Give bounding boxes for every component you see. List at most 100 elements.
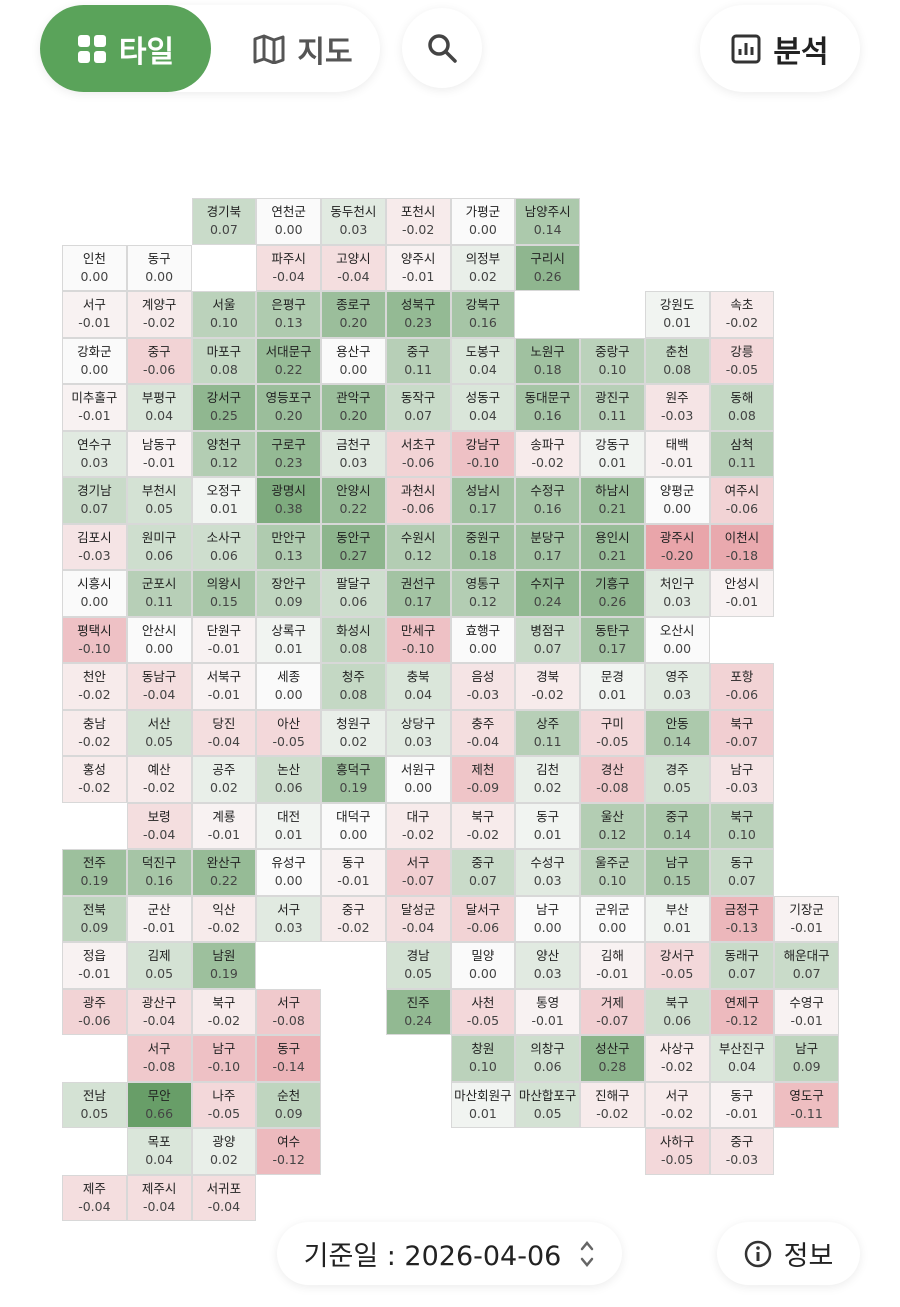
region-tile[interactable]: 연수구 0.03 (62, 430, 127, 477)
region-tile[interactable]: 광주시 -0.20 (644, 523, 710, 570)
region-tile[interactable]: 안동 0.14 (644, 709, 710, 756)
region-tile[interactable]: 소사구 0.06 (191, 523, 257, 570)
region-tile[interactable]: 금천구 0.03 (321, 430, 386, 477)
region-tile[interactable]: 김포시 -0.03 (62, 523, 127, 570)
region-tile[interactable]: 장안구 0.09 (256, 570, 321, 617)
region-tile[interactable]: 거제 -0.07 (580, 988, 645, 1035)
region-tile[interactable]: 사천 -0.05 (450, 988, 516, 1035)
region-tile[interactable]: 광주 -0.06 (62, 988, 127, 1035)
region-tile[interactable]: 오정구 0.01 (191, 477, 257, 524)
region-tile[interactable]: 홍성 -0.02 (62, 756, 127, 803)
region-tile[interactable]: 미추홀구 -0.01 (62, 384, 127, 431)
region-tile[interactable]: 전북 0.09 (62, 895, 127, 942)
region-tile[interactable]: 영통구 0.12 (450, 570, 516, 617)
region-tile[interactable]: 세종 0.00 (256, 663, 321, 710)
region-tile[interactable]: 달성군 -0.04 (385, 895, 451, 942)
region-tile[interactable]: 덕진구 0.16 (126, 849, 192, 896)
region-tile[interactable]: 종로구 0.20 (321, 291, 386, 338)
region-tile[interactable]: 상록구 0.01 (256, 616, 321, 663)
region-tile[interactable]: 가평군 0.00 (450, 198, 516, 245)
region-tile[interactable]: 은평구 0.13 (256, 291, 321, 338)
region-tile[interactable]: 북구 0.10 (709, 802, 775, 849)
region-tile[interactable]: 제주시 -0.04 (126, 1174, 192, 1221)
region-tile[interactable]: 마포구 0.08 (191, 337, 257, 384)
region-tile[interactable]: 서구 -0.01 (62, 291, 127, 338)
region-tile[interactable]: 안성시 -0.01 (709, 570, 775, 617)
region-tile[interactable]: 강화군 0.00 (62, 337, 127, 384)
region-tile[interactable]: 익산 -0.02 (191, 895, 257, 942)
region-tile[interactable]: 대덕구 0.00 (321, 802, 386, 849)
region-tile[interactable]: 강릉 -0.05 (709, 337, 775, 384)
region-tile[interactable]: 동작구 0.07 (385, 384, 451, 431)
region-tile[interactable]: 원미구 0.06 (126, 523, 192, 570)
region-tile[interactable]: 당진 -0.04 (191, 709, 257, 756)
region-tile[interactable]: 의왕시 0.15 (191, 570, 257, 617)
region-tile[interactable]: 금정구 -0.13 (709, 895, 775, 942)
region-tile[interactable]: 마산회원구 0.01 (450, 1081, 516, 1128)
search-button[interactable] (402, 8, 482, 88)
region-tile[interactable]: 양천구 0.12 (191, 430, 257, 477)
region-tile[interactable]: 광양 0.02 (191, 1128, 257, 1175)
region-tile[interactable]: 영도구 -0.11 (774, 1081, 839, 1128)
region-tile[interactable]: 부천시 0.05 (126, 477, 192, 524)
region-tile[interactable]: 김해 -0.01 (580, 942, 645, 989)
region-tile[interactable]: 평택시 -0.10 (62, 616, 127, 663)
region-tile[interactable]: 북구 -0.02 (450, 802, 516, 849)
region-tile[interactable]: 구미 -0.05 (580, 709, 645, 756)
region-tile[interactable]: 효행구 0.00 (450, 616, 516, 663)
region-tile[interactable]: 강서구 0.25 (191, 384, 257, 431)
region-tile[interactable]: 속초 -0.02 (709, 291, 775, 338)
region-tile[interactable]: 태백 -0.01 (644, 430, 710, 477)
region-tile[interactable]: 충남 -0.02 (62, 709, 127, 756)
region-tile[interactable]: 전남 0.05 (62, 1081, 127, 1128)
region-tile[interactable]: 울주군 0.10 (580, 849, 645, 896)
region-tile[interactable]: 관악구 0.20 (321, 384, 386, 431)
region-tile[interactable]: 구로구 0.23 (256, 430, 321, 477)
region-tile[interactable]: 충주 -0.04 (450, 709, 516, 756)
region-tile[interactable]: 서구 -0.08 (126, 1035, 192, 1082)
region-tile[interactable]: 부산 0.01 (644, 895, 710, 942)
region-tile[interactable]: 양산 0.03 (515, 942, 580, 989)
region-tile[interactable]: 북구 -0.02 (191, 988, 257, 1035)
region-tile[interactable]: 중구 0.11 (385, 337, 451, 384)
region-tile[interactable]: 서원구 0.00 (385, 756, 451, 803)
region-tile[interactable]: 상주 0.11 (515, 709, 580, 756)
tile-button[interactable]: 타일 (40, 5, 211, 92)
region-tile[interactable]: 문경 0.01 (580, 663, 645, 710)
region-tile[interactable]: 동구 0.00 (126, 244, 192, 291)
region-tile[interactable]: 남구 -0.03 (709, 756, 775, 803)
region-tile[interactable]: 목포 0.04 (126, 1128, 192, 1175)
region-tile[interactable]: 아산 -0.05 (256, 709, 321, 756)
region-tile[interactable]: 음성 -0.03 (450, 663, 516, 710)
region-tile[interactable]: 충북 0.04 (385, 663, 451, 710)
region-tile[interactable]: 강서구 -0.05 (644, 942, 710, 989)
region-tile[interactable]: 남구 -0.10 (191, 1035, 257, 1082)
region-tile[interactable]: 부평구 0.04 (126, 384, 192, 431)
region-tile[interactable]: 상당구 0.03 (385, 709, 451, 756)
region-tile[interactable]: 중구 -0.02 (321, 895, 386, 942)
region-tile[interactable]: 중원구 0.18 (450, 523, 516, 570)
region-tile[interactable]: 전주 0.19 (62, 849, 127, 896)
region-tile[interactable]: 팔달구 0.06 (321, 570, 386, 617)
region-tile[interactable]: 북구 0.06 (644, 988, 710, 1035)
region-tile[interactable]: 나주 -0.05 (191, 1081, 257, 1128)
region-tile[interactable]: 동구 -0.01 (709, 1081, 775, 1128)
region-tile[interactable]: 중랑구 0.10 (580, 337, 645, 384)
region-tile[interactable]: 영주 0.03 (644, 663, 710, 710)
region-tile[interactable]: 남구 0.00 (515, 895, 580, 942)
region-tile[interactable]: 기흥구 0.26 (580, 570, 645, 617)
region-tile[interactable]: 의정부 0.02 (450, 244, 516, 291)
region-tile[interactable]: 진해구 -0.02 (580, 1081, 645, 1128)
region-tile[interactable]: 구리시 0.26 (515, 244, 580, 291)
region-tile[interactable]: 경기남 0.07 (62, 477, 127, 524)
region-tile[interactable]: 군산 -0.01 (126, 895, 192, 942)
region-tile[interactable]: 논산 0.06 (256, 756, 321, 803)
region-tile[interactable]: 강남구 -0.10 (450, 430, 516, 477)
region-tile[interactable]: 남구 0.09 (774, 1035, 839, 1082)
region-tile[interactable]: 완산구 0.22 (191, 849, 257, 896)
region-tile[interactable]: 밀양 0.00 (450, 942, 516, 989)
region-tile[interactable]: 성북구 0.23 (385, 291, 451, 338)
region-tile[interactable]: 동구 0.01 (515, 802, 580, 849)
region-tile[interactable]: 고양시 -0.04 (321, 244, 386, 291)
region-tile[interactable]: 수영구 -0.01 (774, 988, 839, 1035)
